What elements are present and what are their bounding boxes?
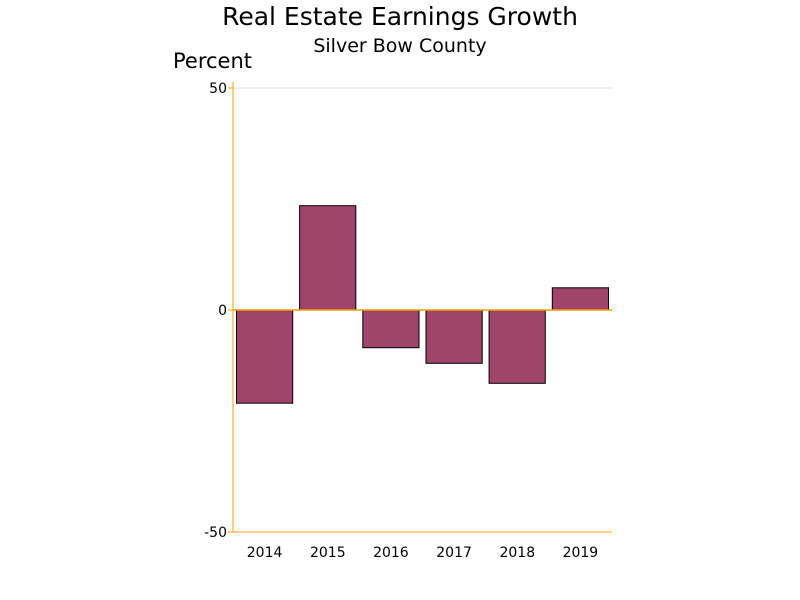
y-tick-layer: 50 0 -50 — [204, 81, 233, 541]
bar-2017 — [425, 309, 483, 364]
axis-layer — [232, 82, 612, 533]
y-axis-label: Percent — [173, 49, 252, 73]
x-tick-layer: 2014 2015 2016 2017 2018 2019 — [247, 545, 598, 561]
y-tick-label: -50 — [204, 525, 227, 541]
x-tick-label: 2015 — [310, 545, 346, 561]
x-tick-label: 2017 — [436, 545, 472, 561]
bar-2016 — [362, 309, 420, 349]
chart-title: Real Estate Earnings Growth — [222, 2, 578, 31]
x-tick-label: 2019 — [563, 545, 599, 561]
bar-2018 — [488, 309, 546, 384]
bar-2019 — [551, 287, 609, 311]
y-tick-label: 50 — [209, 81, 227, 97]
y-tick-label: 0 — [218, 303, 227, 319]
bar-layer — [236, 205, 609, 404]
bar-2014 — [236, 309, 294, 404]
x-tick-label: 2016 — [373, 545, 409, 561]
x-tick-label: 2014 — [247, 545, 283, 561]
bar-2015 — [299, 205, 357, 311]
x-tick-label: 2018 — [499, 545, 535, 561]
chart-subtitle: Silver Bow County — [313, 35, 486, 57]
